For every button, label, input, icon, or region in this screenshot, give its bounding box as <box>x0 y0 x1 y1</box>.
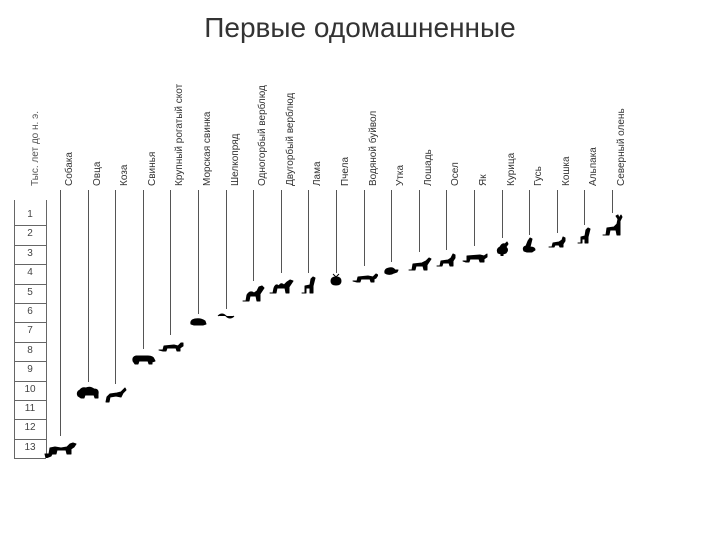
y-tick-label: 3 <box>20 248 40 259</box>
y-tick-label: 1 <box>20 209 40 220</box>
y-axis-line <box>46 200 47 458</box>
drop-line <box>143 190 144 349</box>
drop-line <box>474 190 475 246</box>
y-tick-label: 9 <box>20 364 40 375</box>
slide: Первые одомашненные Тыс. лет до н. э.123… <box>0 0 720 540</box>
animal-silhouette-cat <box>546 233 568 249</box>
animal-label: Собака <box>64 152 75 186</box>
y-tick-label: 7 <box>20 325 40 336</box>
y-tick <box>14 342 46 343</box>
drop-line <box>226 190 227 309</box>
animal-label: Гусь <box>533 166 544 186</box>
animal-silhouette-bee <box>327 273 345 287</box>
y-tick <box>14 284 46 285</box>
animal-label: Овца <box>92 162 103 186</box>
y-axis-label: Тыс. лет до н. э. <box>30 111 41 186</box>
y-tick <box>14 303 46 304</box>
drop-line <box>502 190 503 238</box>
drop-line <box>336 190 337 273</box>
drop-line <box>88 190 89 382</box>
y-tick <box>14 361 46 362</box>
y-tick-label: 2 <box>20 228 40 239</box>
drop-line <box>391 190 392 262</box>
animal-silhouette-horse <box>406 252 432 272</box>
y-tick <box>14 245 46 246</box>
animal-label: Одногорбый верблюд <box>257 85 268 186</box>
y-tick <box>14 400 46 401</box>
drop-line <box>253 190 254 281</box>
animal-label: Водяной буйвол <box>368 111 379 186</box>
animal-label: Свинья <box>147 152 158 186</box>
animal-label: Курица <box>506 153 517 186</box>
animal-label: Кошка <box>561 156 572 186</box>
animal-label: Утка <box>395 165 406 186</box>
drop-line <box>584 190 585 225</box>
animal-label: Северный олень <box>616 108 627 186</box>
drop-line <box>170 190 171 335</box>
drop-line <box>446 190 447 250</box>
animal-silhouette-cow <box>156 335 184 353</box>
animal-silhouette-pig <box>130 349 156 365</box>
y-tick-label: 8 <box>20 345 40 356</box>
animal-silhouette-worm <box>216 309 236 319</box>
animal-label: Лама <box>312 161 323 186</box>
drop-line <box>308 190 309 273</box>
animal-silhouette-buffalo <box>350 266 378 284</box>
y-tick-label: 13 <box>20 442 40 453</box>
y-tick <box>14 381 46 382</box>
y-tick-label: 12 <box>20 422 40 433</box>
page-title: Первые одомашненные <box>0 12 720 44</box>
y-tick-label: 4 <box>20 267 40 278</box>
drop-line <box>612 190 613 213</box>
y-tick <box>14 439 46 440</box>
animal-label: Морская свинка <box>202 112 213 187</box>
animal-silhouette-camel1 <box>240 281 266 303</box>
animal-silhouette-chicken <box>493 238 511 256</box>
drop-line <box>364 190 365 266</box>
animal-label: Лошадь <box>423 149 434 186</box>
drop-line <box>419 190 420 252</box>
drop-line <box>529 190 530 235</box>
drop-line <box>557 190 558 233</box>
animal-silhouette-duck <box>381 262 401 276</box>
animal-silhouette-goat <box>102 384 128 404</box>
animal-label: Коза <box>119 165 130 186</box>
animal-label: Крупный рогатый скот <box>174 84 185 186</box>
animal-label: Альпака <box>588 147 599 186</box>
y-tick <box>14 458 46 459</box>
animal-silhouette-sheep <box>75 382 101 400</box>
animal-label: Осел <box>450 162 461 186</box>
animal-silhouette-reindeer <box>599 213 625 237</box>
y-tick-label: 11 <box>20 403 40 414</box>
animal-silhouette-goose <box>519 235 539 253</box>
drop-line <box>115 190 116 384</box>
animal-silhouette-donkey <box>434 250 458 268</box>
animal-label: Шелкопряд <box>230 134 241 186</box>
animal-silhouette-camel2 <box>267 273 295 295</box>
domestication-chart: Тыс. лет до н. э.12345678910111213Собака… <box>0 70 720 530</box>
y-tick-label: 6 <box>20 306 40 317</box>
animal-silhouette-llama <box>297 273 319 295</box>
y-tick-label: 10 <box>20 384 40 395</box>
y-tick <box>14 322 46 323</box>
y-tick <box>14 264 46 265</box>
drop-line <box>281 190 282 273</box>
animal-label: Пчела <box>340 157 351 186</box>
animal-label: Як <box>478 174 489 186</box>
animal-silhouette-alpaca <box>573 225 595 245</box>
animal-silhouette-dog <box>43 436 77 458</box>
animal-silhouette-rodent <box>188 314 208 326</box>
animal-silhouette-yak <box>460 246 488 264</box>
y-tick <box>14 225 46 226</box>
drop-line <box>60 190 61 436</box>
drop-line <box>198 190 199 314</box>
y-tick <box>14 419 46 420</box>
animal-label: Двугорбый верблюд <box>285 93 296 186</box>
y-tick-label: 5 <box>20 287 40 298</box>
